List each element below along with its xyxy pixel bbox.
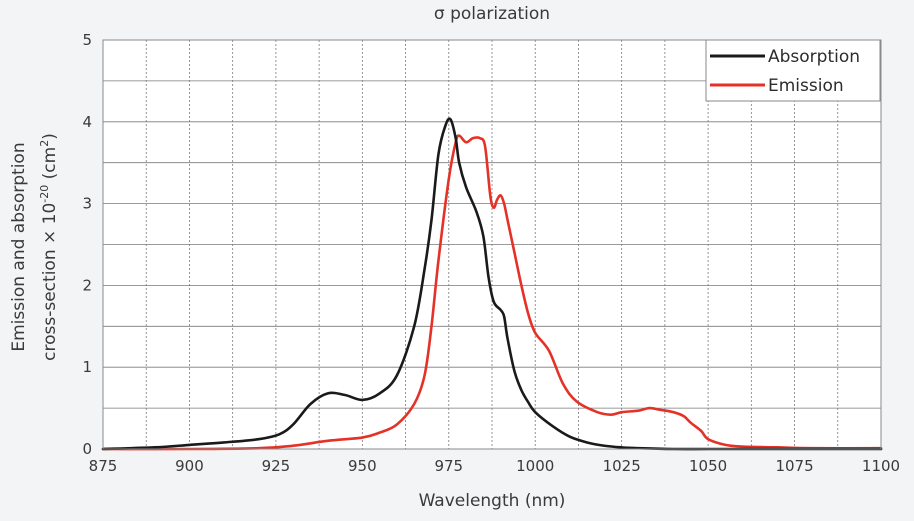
y-axis-label-2: cross-section × 10-20 (cm2) bbox=[38, 133, 60, 361]
legend-label-absorption: Absorption bbox=[768, 47, 860, 67]
legend-box bbox=[705, 39, 881, 102]
plot-frame bbox=[102, 39, 882, 450]
series-line-emission bbox=[101, 134, 883, 451]
x-tick-label: 950 bbox=[348, 457, 377, 475]
x-tick-label: 925 bbox=[262, 457, 291, 475]
x-tick-label: 900 bbox=[175, 457, 204, 475]
x-tick-label: 1025 bbox=[603, 457, 641, 475]
y-axis-label: Emission and absorption bbox=[9, 142, 29, 351]
horizontal-gridlines bbox=[103, 80, 881, 409]
y-tick-label: 2 bbox=[82, 276, 92, 294]
series-line-absorption bbox=[101, 117, 883, 451]
y-tick-label: 4 bbox=[82, 113, 92, 131]
x-tick-label: 875 bbox=[89, 457, 118, 475]
y-tick-label: 5 bbox=[82, 31, 92, 49]
series-layer bbox=[101, 117, 883, 451]
chart-title: σ polarization bbox=[434, 4, 550, 24]
x-tick-label: 975 bbox=[434, 457, 463, 475]
y-tick-labels: 0 1 2 3 4 5 bbox=[82, 31, 92, 458]
y-tick-label: 0 bbox=[82, 440, 92, 458]
legend-label-emission: Emission bbox=[768, 76, 844, 96]
y-tick-label: 1 bbox=[82, 358, 92, 376]
y-axis-label-line1: Emission and absorption bbox=[9, 142, 29, 351]
x-tick-label: 1100 bbox=[862, 457, 900, 475]
x-tick-labels: 875 900 925 950 975 1000 1025 1050 1075 1100 bbox=[89, 457, 900, 475]
legend: Absorption Emission bbox=[705, 39, 881, 102]
x-tick-label: 1075 bbox=[775, 457, 813, 475]
y-tick-label: 3 bbox=[82, 195, 92, 213]
x-tick-label: 1050 bbox=[689, 457, 727, 475]
x-axis-label: Wavelength (nm) bbox=[419, 491, 566, 511]
x-tick-label: 1000 bbox=[516, 457, 554, 475]
y-axis-label-line2: cross-section × 10-20 (cm2) bbox=[38, 133, 60, 361]
